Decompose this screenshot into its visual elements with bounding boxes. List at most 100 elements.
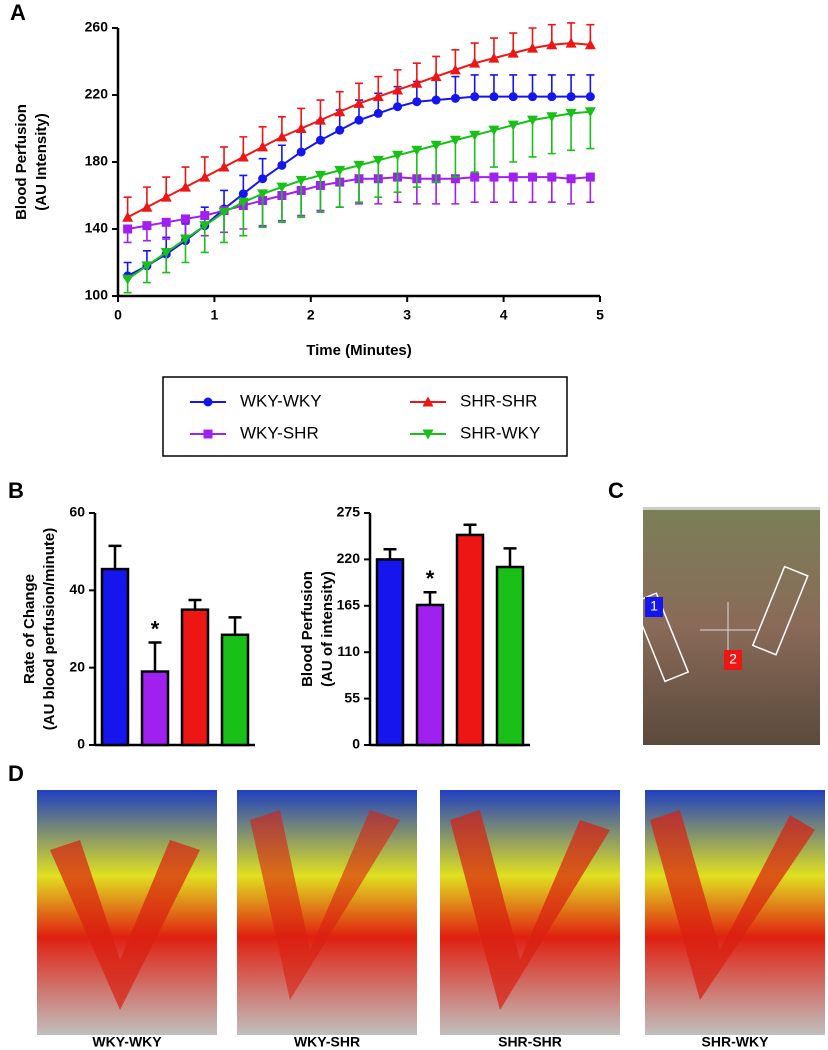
- marker: [546, 112, 558, 123]
- marker: [334, 106, 346, 117]
- x-tick-label: 1: [211, 307, 219, 323]
- x-tick-label: 2: [307, 307, 315, 323]
- marker: [584, 39, 596, 50]
- marker: [296, 147, 306, 157]
- bar: [415, 603, 445, 747]
- marker: [372, 155, 384, 166]
- marker: [489, 92, 499, 102]
- marker: [203, 397, 213, 407]
- marker: [199, 171, 211, 182]
- y-tick-label: 0: [352, 736, 360, 752]
- marker: [373, 108, 383, 118]
- error-bar: [258, 193, 267, 229]
- marker: [527, 115, 539, 126]
- marker: [470, 172, 480, 182]
- error-bar: [355, 165, 363, 203]
- error-bar: [509, 125, 518, 163]
- marker: [277, 160, 287, 170]
- bar: [100, 567, 130, 747]
- marker: [430, 71, 442, 82]
- photo: 1 2: [632, 507, 820, 745]
- error-bar: [239, 202, 248, 237]
- marker: [161, 217, 171, 227]
- marker: [142, 221, 152, 231]
- marker: [488, 52, 500, 63]
- marker: [218, 207, 230, 218]
- marker: [565, 37, 577, 48]
- marker: [565, 108, 577, 119]
- marker: [354, 115, 364, 125]
- error-bar: [228, 616, 242, 635]
- marker: [546, 39, 558, 50]
- marker: [237, 197, 249, 208]
- marker: [412, 97, 422, 107]
- marker: [203, 429, 213, 439]
- marker: [122, 211, 134, 222]
- marker: [392, 150, 404, 161]
- error-bar: [463, 523, 477, 535]
- image-label: WKY-WKY: [92, 1034, 162, 1050]
- legend-label: WKY-SHR: [240, 423, 319, 442]
- error-bar: [335, 170, 344, 209]
- y-tick-label: 275: [337, 504, 361, 520]
- marker: [547, 92, 557, 102]
- marker: [507, 47, 519, 58]
- error-bar: [528, 120, 537, 158]
- y-tick-label: 0: [77, 736, 85, 752]
- panel-label: B: [8, 478, 24, 503]
- marker: [199, 221, 211, 232]
- marker: [314, 170, 326, 181]
- marker: [450, 93, 460, 103]
- marker: [470, 92, 480, 102]
- marker: [218, 161, 230, 172]
- error-bar: [470, 135, 479, 173]
- error-bar: [374, 160, 383, 198]
- marker: [353, 97, 365, 108]
- marker: [585, 92, 595, 102]
- y-tick-label: 180: [85, 153, 109, 169]
- marker: [276, 131, 288, 142]
- image-label: SHR-WKY: [702, 1034, 770, 1050]
- marker: [179, 234, 191, 245]
- y-tick-label: 110: [337, 643, 360, 659]
- panel-label: D: [8, 761, 24, 786]
- marker: [411, 145, 423, 156]
- bar: [220, 633, 250, 747]
- error-bar: [451, 140, 460, 178]
- marker: [257, 141, 269, 152]
- marker: [160, 247, 172, 258]
- legend-label: WKY-WKY: [240, 391, 322, 410]
- x-tick-label: 5: [596, 307, 604, 323]
- error-bar: [297, 180, 306, 219]
- marker: [335, 125, 345, 135]
- marker: [469, 57, 481, 68]
- marker: [122, 274, 134, 285]
- marker: [411, 77, 423, 88]
- y-axis-label: (AU of intensity): [319, 571, 336, 687]
- marker: [257, 189, 269, 200]
- y-axis-label: (AU Intensity): [33, 113, 50, 211]
- error-bar: [412, 150, 421, 188]
- marker: [431, 95, 441, 105]
- marker: [392, 84, 404, 95]
- perfusion-images: [37, 790, 825, 1035]
- marker: [238, 189, 248, 199]
- panel-label: A: [10, 0, 26, 25]
- marker: [372, 91, 384, 102]
- error-bar: [503, 547, 517, 567]
- y-tick-label: 55: [344, 689, 360, 705]
- marker: [547, 172, 557, 182]
- error-bar: [423, 591, 437, 605]
- marker: [507, 120, 519, 131]
- marker: [430, 140, 442, 151]
- marker: [528, 172, 538, 182]
- marker: [314, 114, 326, 125]
- marker: [295, 175, 307, 186]
- x-tick-label: 3: [403, 307, 411, 323]
- y-tick-label: 220: [85, 86, 109, 102]
- marker: [237, 151, 249, 162]
- y-tick-label: 220: [337, 550, 361, 566]
- marker: [449, 135, 461, 146]
- marker: [508, 92, 518, 102]
